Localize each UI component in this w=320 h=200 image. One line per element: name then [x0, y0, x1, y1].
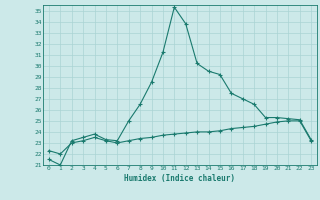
X-axis label: Humidex (Indice chaleur): Humidex (Indice chaleur) — [124, 174, 236, 183]
